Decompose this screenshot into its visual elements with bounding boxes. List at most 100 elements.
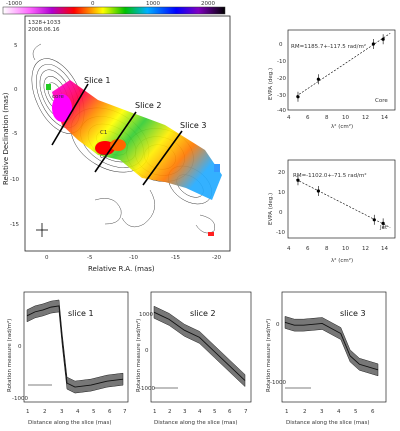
data-point — [381, 37, 385, 41]
svg-text:0: 0 — [279, 210, 283, 216]
svg-text:1000: 1000 — [139, 312, 153, 318]
svg-text:4: 4 — [287, 115, 291, 121]
svg-text:2: 2 — [43, 409, 47, 415]
data-point — [296, 178, 300, 182]
series-line — [284, 321, 379, 371]
svg-text:-20: -20 — [277, 76, 286, 82]
slice-3-profile — [284, 316, 379, 377]
svg-text:1: 1 — [285, 409, 289, 415]
svg-text:2: 2 — [168, 409, 172, 415]
fit-jet-y-ticks: -10 0 10 20 — [276, 170, 285, 236]
svg-text:8: 8 — [325, 115, 329, 121]
slice-1-y-ticks: 0 -1000 — [12, 344, 28, 402]
svg-text:6: 6 — [306, 115, 310, 121]
fit-jet-panel: RM=-1102.0+-71.5 rad/m² Jet EVPA (deg.) … — [268, 159, 396, 264]
svg-text:7: 7 — [244, 409, 248, 415]
svg-text:6: 6 — [306, 246, 310, 252]
slice-1-x-ticks: 1 2 3 4 5 6 7 — [26, 409, 127, 415]
svg-text:-10: -10 — [10, 177, 19, 183]
svg-text:0: 0 — [279, 42, 283, 48]
svg-text:14: 14 — [381, 115, 388, 121]
fit-core-x-label: λ² (cm²) — [331, 123, 353, 130]
svg-text:6: 6 — [228, 409, 232, 415]
fit-jet-y-label: EVPA (deg.) — [268, 193, 274, 225]
svg-text:-15: -15 — [171, 255, 180, 261]
uncertainty-band — [284, 316, 379, 377]
map-x-ticks: 0 -5 -10 -15 -20 — [45, 255, 221, 261]
slice-3-panel: slice 3 Rotation measure (rad/m²) Distan… — [265, 291, 387, 426]
slice-2-line — [94, 111, 137, 173]
rm-map-panel: 1328+1033 2008.06.16 — [2, 15, 231, 273]
svg-text:-20: -20 — [212, 255, 221, 261]
svg-text:5: 5 — [213, 409, 217, 415]
fit-jet-x-label: λ² (cm²) — [331, 257, 353, 264]
svg-text:-1000: -1000 — [139, 386, 155, 392]
fit-core-y-label: EVPA (deg.) — [268, 68, 274, 100]
map-y-ticks: 5 0 -5 -10 -15 — [10, 43, 19, 228]
fit-line — [296, 33, 391, 97]
svg-text:8: 8 — [325, 246, 329, 252]
svg-text:1: 1 — [26, 409, 30, 415]
uncertainty-band — [26, 299, 124, 394]
slice-2-label: Slice 2 — [135, 101, 161, 110]
svg-text:-5: -5 — [12, 131, 18, 137]
slice-2-y-label: Rotation measure (rad/m²) — [135, 319, 142, 392]
rm-color-region — [46, 80, 222, 236]
map-source: 1328+1033 — [28, 20, 61, 26]
colorbar: -1000 0 1000 2000 — [2, 1, 226, 15]
svg-text:-10: -10 — [129, 255, 138, 261]
map-x-label: Relative R.A. (mas) — [88, 265, 155, 273]
data-point — [296, 95, 300, 99]
svg-text:10: 10 — [342, 115, 349, 121]
svg-text:7: 7 — [123, 409, 127, 415]
fit-jet-x-ticks: 4 6 8 10 12 14 — [287, 246, 388, 252]
colorbar-tick: 1000 — [146, 1, 160, 7]
svg-text:1: 1 — [153, 409, 157, 415]
fit-jet-rm: RM=-1102.0+-71.5 rad/m² — [293, 172, 367, 179]
svg-text:14: 14 — [381, 246, 388, 252]
svg-text:0: 0 — [18, 344, 22, 350]
svg-text:-30: -30 — [277, 93, 286, 99]
svg-text:3: 3 — [183, 409, 187, 415]
c2-label: C2 — [100, 154, 107, 160]
svg-text:5: 5 — [92, 409, 96, 415]
fit-core-points — [296, 33, 391, 102]
svg-text:-1000: -1000 — [270, 380, 286, 386]
slice-1-line — [51, 83, 89, 146]
data-point — [381, 221, 385, 225]
svg-text:-15: -15 — [10, 222, 19, 228]
svg-text:0: 0 — [145, 348, 149, 354]
fit-jet-points — [296, 175, 391, 229]
svg-text:12: 12 — [362, 246, 369, 252]
svg-text:6: 6 — [371, 409, 375, 415]
colorbar-tick: 0 — [91, 1, 95, 7]
slice-2-x-ticks: 1 2 3 4 5 6 7 — [153, 409, 248, 415]
slice-2-y-ticks: 1000 0 -1000 — [139, 312, 155, 392]
fit-core-y-ticks: 0 -10 -20 -30 -40 — [277, 42, 286, 114]
svg-text:4: 4 — [198, 409, 202, 415]
svg-text:5: 5 — [14, 43, 18, 49]
svg-text:4: 4 — [287, 246, 291, 252]
svg-text:0: 0 — [14, 87, 18, 93]
slice-3-label: Slice 3 — [180, 121, 206, 130]
colorbar-tick: -1000 — [6, 1, 22, 7]
svg-text:-5: -5 — [87, 255, 93, 261]
svg-text:-10: -10 — [276, 230, 285, 236]
svg-text:5: 5 — [354, 409, 358, 415]
data-point — [316, 189, 320, 193]
svg-text:4: 4 — [337, 409, 341, 415]
slice-1-title: slice 1 — [68, 309, 94, 318]
data-point — [372, 218, 376, 222]
data-point — [316, 77, 320, 81]
svg-text:0: 0 — [276, 322, 280, 328]
core-label: core — [52, 94, 65, 100]
slice-1-y-label: Rotation measure (rad/m²) — [6, 319, 13, 392]
c1-label: C1 — [100, 130, 107, 136]
slice-lines — [51, 83, 183, 186]
svg-text:2: 2 — [303, 409, 307, 415]
svg-text:0: 0 — [45, 255, 49, 261]
slice-2-panel: slice 2 Rotation measure (rad/m²) Distan… — [135, 291, 252, 426]
slice-3-y-ticks: 0 -1000 — [270, 322, 286, 386]
fit-core-region: Core — [375, 98, 388, 104]
